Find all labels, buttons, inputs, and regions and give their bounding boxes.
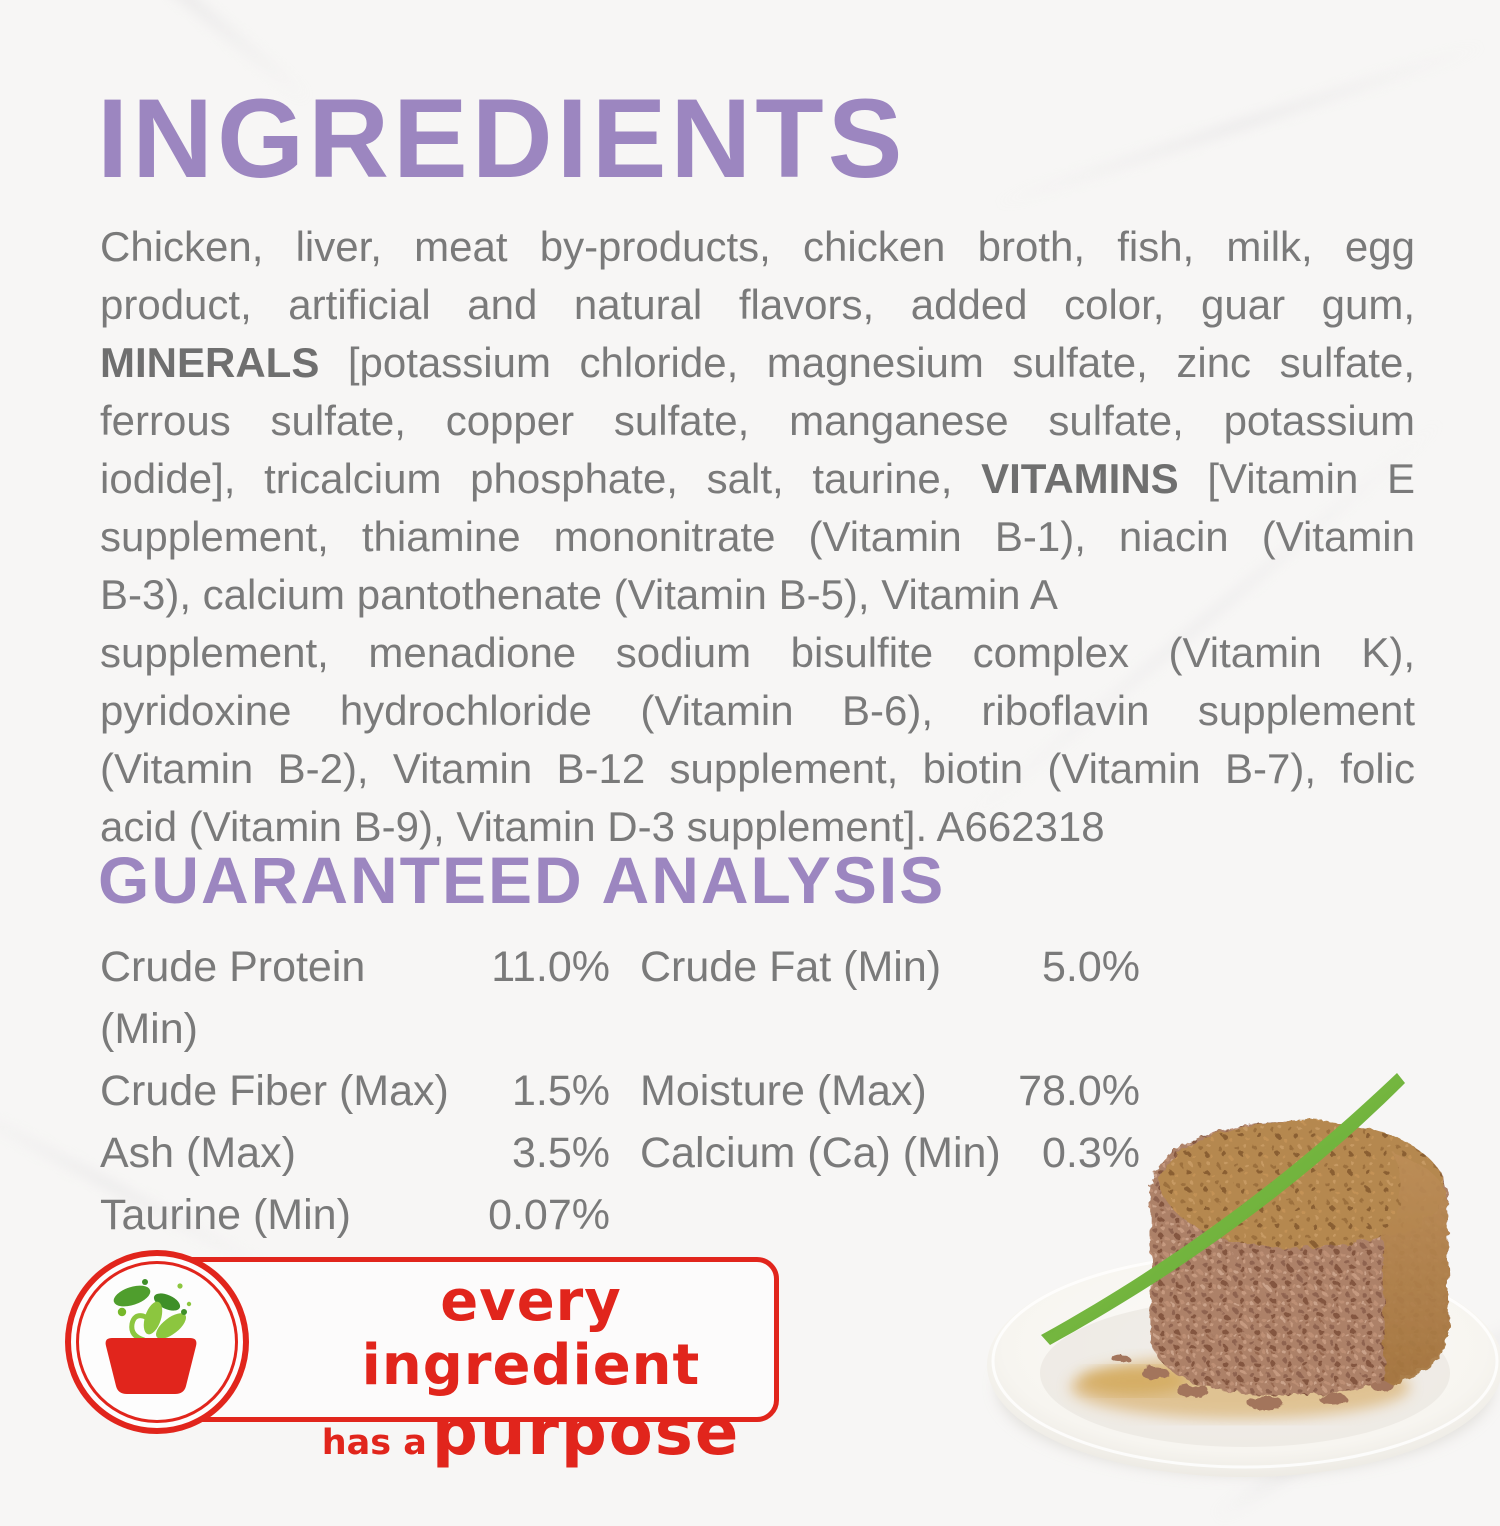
ingredients-line: supplement, menadione sodium bisulfite c… [100,624,1415,682]
badge-line1: every ingredient [361,1269,701,1398]
analysis-value: 0.07% [488,1191,610,1239]
analysis-value: 11.0% [491,943,610,991]
analysis-label: Calcium (Ca) (Min) [640,1129,1001,1177]
analysis-value: 3.5% [511,1129,610,1177]
ingredient-text: acid (Vitamin B-9), Vitamin D-3 suppleme… [100,803,1105,850]
analysis-table: Crude Protein (Min) 11.0% Crude Fat (Min) 5… [100,936,1140,1246]
ingredient-category-bold: MINERALS [100,339,320,386]
ingredients-line: Chicken, liver, meat by-products, chicke… [100,218,1415,276]
ingredients-line: product, artificial and natural flavors,… [100,276,1415,334]
ingredient-text: B-3), calcium pantothenate (Vitamin B-5)… [100,571,1058,618]
ingredient-text: Chicken, liver, meat by-products, chicke… [100,223,1415,270]
analysis-label: Crude Fiber (Max) [100,1067,449,1115]
ingredients-line: MINERALS [potassium chloride, magnesium … [100,334,1415,392]
analysis-gap [610,1184,640,1246]
analysis-gap [610,936,640,1060]
analysis-value: 1.5% [511,1067,610,1115]
ingredient-category-bold: VITAMINS [981,455,1179,502]
ingredients-line: iodide], tricalcium phosphate, salt, tau… [100,450,1415,508]
ingredients-title: INGREDIENTS [97,76,907,201]
badge-line2-small: has a [321,1423,427,1463]
analysis-label: Ash (Max) [100,1129,296,1177]
ingredient-text: [Vitamin E [1178,455,1416,502]
badge-line2-big: purpose [432,1396,741,1470]
analysis-value: 78.0% [1018,1067,1140,1115]
ingredients-line: acid (Vitamin B-9), Vitamin D-3 suppleme… [100,798,1415,856]
analysis-row: Crude Protein (Min) 11.0% Crude Fat (Min) 5… [100,936,1140,1060]
ingredients-line: supplement, thiamine mononitrate (Vitami… [100,508,1415,566]
analysis-row: Taurine (Min) 0.07% [100,1184,1140,1246]
ingredient-text: iodide], tricalcium phosphate, salt, tau… [100,455,982,502]
analysis-label: Taurine (Min) [100,1191,351,1239]
ingredients-line: pyridoxine hydrochloride (Vitamin B-6), … [100,682,1415,740]
ingredient-text: supplement, menadione sodium bisulfite c… [100,629,1415,676]
every-ingredient-badge: every ingredient has a purpose [65,1250,780,1466]
analysis-row: Crude Fiber (Max) 1.5% Moisture (Max) 78.0% [100,1060,1140,1122]
analysis-label: Crude Fat (Min) [640,943,942,991]
ingredients-line: (Vitamin B-2), Vitamin B-12 supplement, … [100,740,1415,798]
analysis-gap [610,1122,640,1184]
ingredient-text: pyridoxine hydrochloride (Vitamin B-6), … [100,687,1415,734]
ingredients-line: B-3), calcium pantothenate (Vitamin B-5)… [100,566,1415,624]
ingredient-text: supplement, thiamine mononitrate (Vitami… [100,513,1415,560]
badge-line2: has a purpose [296,1400,766,1482]
ingredient-text: ferrous sulfate, copper sulfate, mangane… [100,397,1415,444]
analysis-label: Moisture (Max) [640,1067,927,1115]
ingredients-paragraph: Chicken, liver, meat by-products, chicke… [100,218,1415,856]
ingredient-text: product, artificial and natural flavors,… [100,281,1415,328]
ingredients-line: ferrous sulfate, copper sulfate, mangane… [100,392,1415,450]
analysis-gap [610,1060,640,1122]
marble-vein [991,39,1489,211]
guaranteed-analysis-title: GUARANTEED ANALYSIS [98,843,946,917]
ingredient-text: (Vitamin B-2), Vitamin B-12 supplement, … [100,745,1415,792]
analysis-label: Crude Protein (Min) [100,943,366,1053]
badge-text: every ingredient has a purpose [296,1270,766,1482]
analysis-value: 0.3% [1041,1129,1140,1177]
bowl-with-leaves-icon [65,1250,249,1434]
analysis-value: 5.0% [1041,943,1140,991]
ingredient-text: [potassium chloride, magnesium sulfate, … [319,339,1415,386]
badge-frame: every ingredient has a purpose [151,1257,779,1466]
pet-food-photo [987,1073,1500,1477]
analysis-row: Ash (Max) 3.5% Calcium (Ca) (Min) 0.3% [100,1122,1140,1184]
